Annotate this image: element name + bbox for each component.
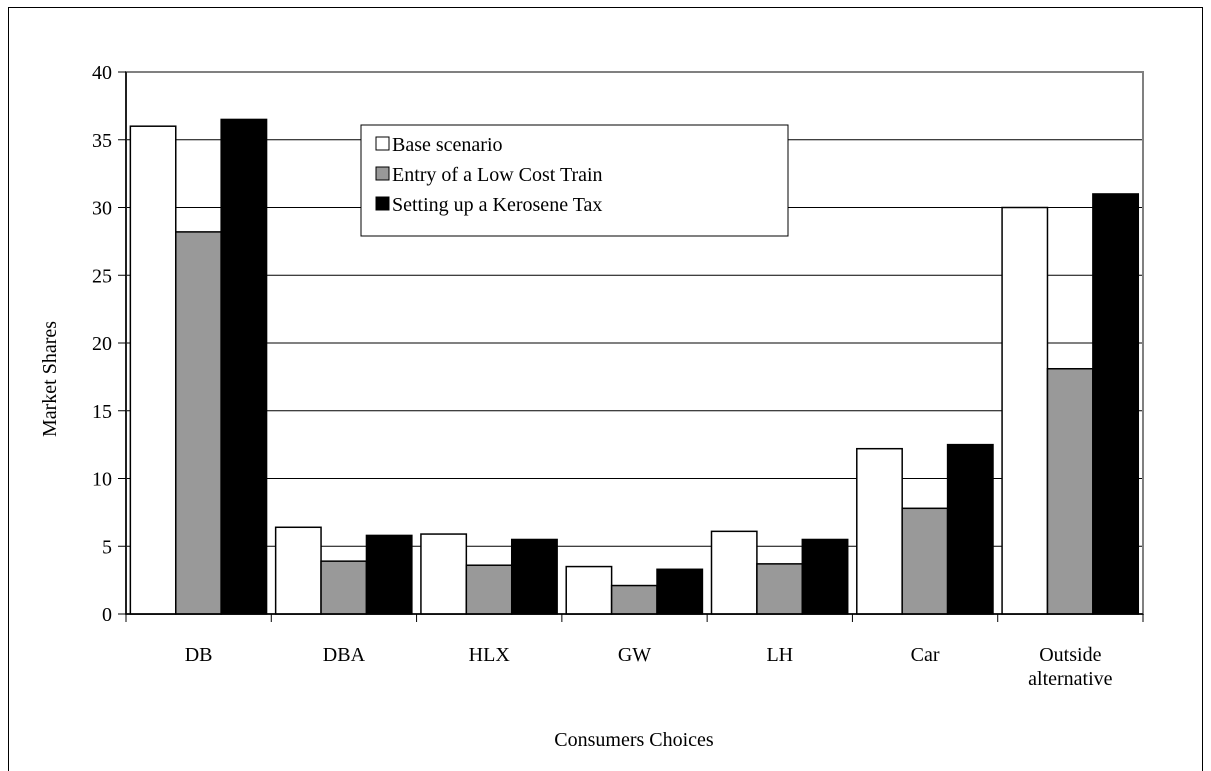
y-tick-label: 20	[92, 333, 112, 355]
y-tick-label: 25	[92, 265, 112, 287]
bar-series-2-5	[946, 443, 994, 615]
x-tick-label: Car	[911, 644, 940, 666]
bar-series-1-3	[610, 584, 658, 615]
legend-label: Entry of a Low Cost Train	[392, 164, 603, 186]
bar-series-0-1	[274, 526, 322, 615]
bar-series-0-0	[129, 125, 177, 615]
bar-series-2-3	[656, 568, 704, 615]
bar-series-0-4	[710, 530, 758, 615]
bar-series-2-6	[1092, 193, 1140, 615]
legend-label: Base scenario	[392, 134, 503, 156]
chart-frame	[8, 7, 1203, 771]
y-tick-label: 5	[102, 536, 112, 558]
bar-series-1-2	[465, 564, 513, 615]
y-tick-labels: 0 5 10 15 20 25 30 35 40	[92, 62, 112, 626]
legend-box	[360, 124, 789, 237]
bar-series-2-4	[801, 538, 849, 615]
x-tick-label: LH	[766, 644, 793, 666]
x-tick-label: Outside	[1039, 644, 1101, 666]
bars	[129, 118, 1140, 615]
axes	[118, 71, 1144, 622]
bar-series-1-5	[901, 507, 949, 615]
bar-series-2-0	[220, 118, 268, 615]
bar-series-0-6	[1001, 206, 1049, 615]
bar-series-1-0	[175, 231, 222, 615]
bar-series-1-4	[756, 563, 804, 615]
x-tick-label: DBA	[323, 644, 366, 666]
legend-label: Setting up a Kerosene Tax	[392, 194, 602, 216]
legend-swatch	[375, 136, 390, 151]
y-tick-label: 10	[92, 469, 112, 491]
y-tick-label: 30	[92, 198, 112, 220]
bar-series-1-1	[320, 560, 368, 615]
y-tick-label: 40	[92, 62, 112, 84]
bar-series-0-3	[565, 565, 613, 615]
legend-swatch	[375, 166, 390, 181]
y-tick-label: 35	[92, 130, 112, 152]
y-tick-label: 0	[102, 604, 112, 626]
legend: Base scenario Entry of a Low Cost Train Se…	[360, 124, 789, 237]
x-tick-label: HLX	[469, 644, 511, 666]
x-tick-label: DB	[185, 644, 213, 666]
bar-series-1-6	[1046, 367, 1094, 615]
legend-swatch	[375, 196, 390, 211]
bar-series-2-2	[510, 538, 558, 615]
x-tick-label: GW	[618, 644, 651, 666]
y-tick-label: 15	[92, 401, 112, 423]
x-tick-label: alternative	[1028, 668, 1113, 690]
x-axis-label: Consumers Choices	[554, 729, 714, 751]
bar-series-0-2	[420, 533, 468, 615]
y-axis-label: Market Shares	[39, 321, 61, 437]
bar-series-2-1	[365, 534, 413, 615]
bar-series-0-5	[856, 447, 903, 615]
